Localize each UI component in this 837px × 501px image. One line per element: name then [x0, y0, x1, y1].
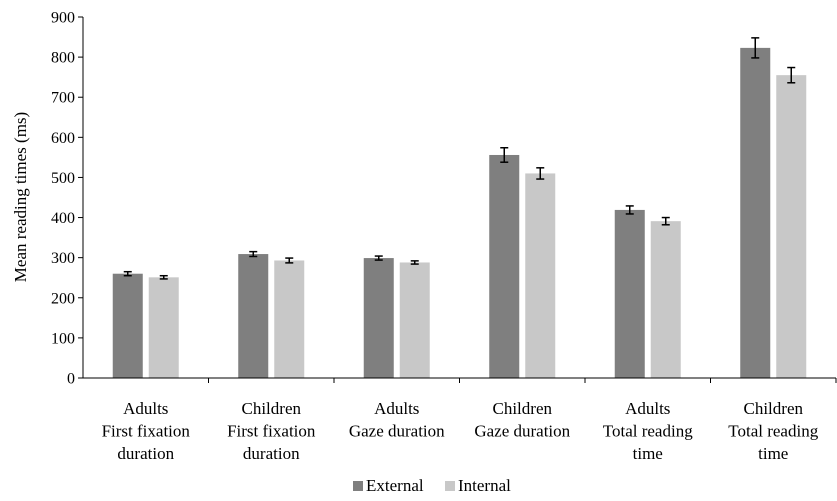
y-tick-label: 500: [51, 170, 75, 187]
legend-label: Internal: [458, 476, 511, 495]
bar-external-4: [489, 154, 520, 378]
x-category-label: Children Total reading time: [728, 399, 818, 463]
bar-internal-5: [650, 221, 681, 378]
y-tick-label: 900: [51, 10, 75, 27]
x-category-label: Children First fixation duration: [227, 399, 316, 463]
y-tick-label: 600: [51, 130, 75, 147]
y-axis-title: Mean reading times (ms): [11, 112, 30, 282]
bar-internal-3: [399, 262, 430, 378]
y-tick-label: 400: [51, 210, 75, 227]
bar-external-6: [740, 47, 771, 378]
error-bar-internal-4: [536, 167, 545, 180]
error-bar-external-2: [249, 250, 258, 258]
y-tick-label: 300: [51, 250, 75, 267]
legend-swatch: [353, 481, 363, 491]
bar-external-3: [363, 258, 394, 378]
error-bar-external-6: [751, 37, 760, 59]
error-bar-internal-3: [410, 260, 419, 265]
bar-internal-1: [148, 277, 179, 378]
legend: External Internal: [353, 476, 511, 495]
legend-item-external: External: [353, 476, 424, 495]
y-tick-label: 200: [51, 290, 75, 307]
error-bar-internal-6: [787, 66, 796, 84]
legend-item-internal: Internal: [445, 476, 511, 495]
x-category-label: Adults Gaze duration: [349, 399, 445, 441]
x-category-label: Children Gaze duration: [474, 399, 570, 441]
error-bar-external-3: [374, 255, 383, 261]
bar-external-5: [614, 209, 645, 378]
bar-external-2: [238, 254, 269, 378]
error-bar-internal-2: [285, 257, 294, 264]
y-axis: 0 100 200 300 400 500 600 700 800 900: [51, 10, 84, 388]
bars: [112, 37, 807, 379]
error-bar-internal-5: [661, 216, 670, 226]
y-tick-label: 800: [51, 50, 75, 67]
bar-internal-6: [776, 75, 807, 379]
error-bar-internal-1: [159, 274, 168, 280]
x-category-label: Adults Total reading time: [603, 399, 693, 463]
bar-internal-4: [525, 173, 556, 378]
legend-swatch: [445, 481, 455, 491]
error-bar-external-4: [500, 147, 509, 163]
legend-label: External: [366, 476, 424, 495]
error-bar-external-1: [123, 270, 132, 277]
error-bar-external-5: [625, 205, 634, 215]
bar-external-1: [112, 273, 143, 378]
y-tick-label: 100: [51, 330, 75, 347]
bar-internal-2: [274, 260, 305, 378]
x-category-label: Adults First fixation duration: [102, 399, 191, 463]
y-axis-title-text: Mean reading times (ms): [11, 112, 30, 282]
y-tick-label: 0: [67, 371, 75, 388]
y-tick-label: 700: [51, 90, 75, 107]
x-axis: Adults First fixation duration Children Firs…: [83, 377, 837, 463]
